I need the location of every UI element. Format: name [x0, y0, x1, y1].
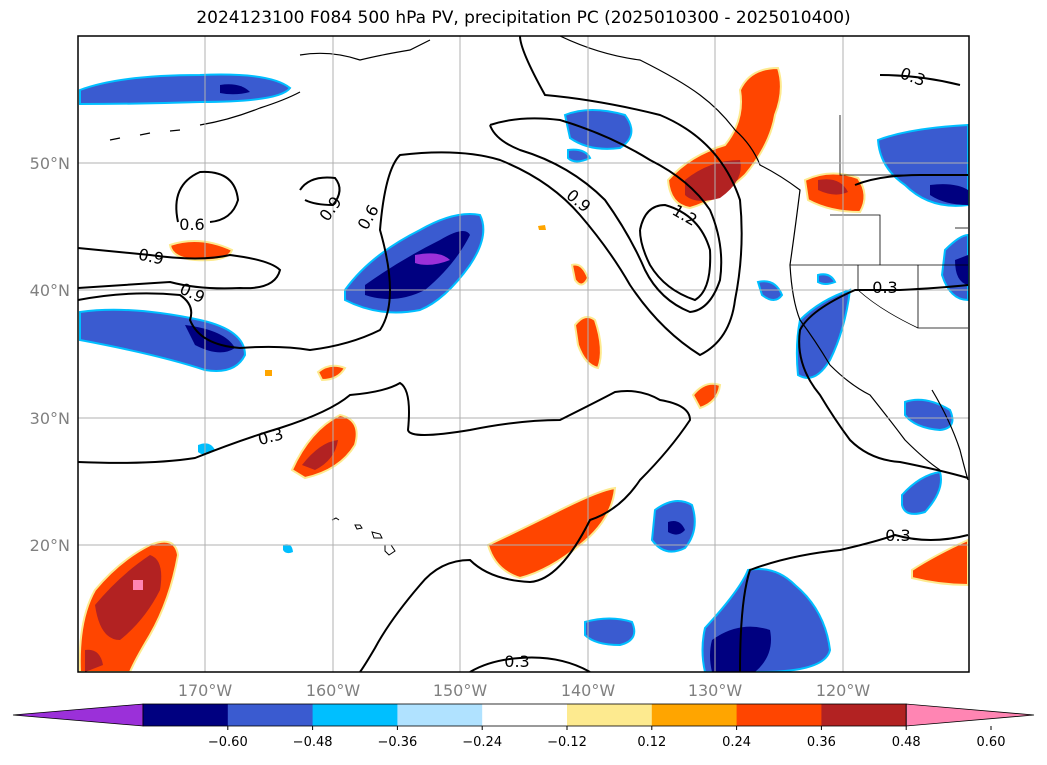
contour-label: 0.6 — [179, 215, 204, 234]
colorbar-segment — [227, 704, 314, 726]
lat-label: 30°N — [30, 409, 70, 428]
colorbar-tick-label: 0.48 — [892, 735, 921, 750]
colorbar-outline — [142, 703, 907, 727]
coastlines — [109, 36, 969, 481]
pv-contours — [78, 36, 969, 672]
lat-label: 20°N — [30, 536, 70, 555]
colorbar-segment — [143, 704, 229, 726]
colorbar-segment — [567, 704, 653, 726]
boundaries — [790, 115, 968, 329]
colorbar-tick-label: −0.60 — [208, 735, 248, 750]
contour-label: 0.9 — [137, 245, 166, 269]
colorbar-tick-label: −0.48 — [293, 735, 333, 750]
colorbar-tick-label: 0.24 — [722, 735, 751, 750]
colorbar-segment — [482, 704, 568, 726]
colorbar-segment — [821, 704, 907, 726]
lat-label: 40°N — [30, 281, 70, 300]
colorbar-extend-right — [905, 703, 1035, 727]
longitude-labels: 170°W 160°W 150°W 140°W 130°W 120°W — [178, 681, 871, 700]
lon-label: 150°W — [433, 681, 488, 700]
colorbar-tick-label: 0.60 — [977, 735, 1006, 750]
lon-label: 140°W — [561, 681, 616, 700]
colorbar-tick-label: −0.24 — [462, 735, 502, 750]
contour-label: 0.3 — [885, 526, 910, 545]
colorbar: −0.60 −0.48 −0.36 −0.24 −0.12 0.12 0.24 0.36 0.4… — [12, 703, 1035, 750]
lon-label: 130°W — [688, 681, 743, 700]
precip-negative-areas — [79, 73, 969, 672]
lon-label: 120°W — [816, 681, 871, 700]
colorbar-extend-left — [12, 703, 144, 727]
colorbar-tick-label: 0.36 — [807, 735, 836, 750]
islands — [331, 517, 396, 556]
contour-label: 0.3 — [872, 278, 897, 297]
colorbar-segment — [736, 704, 822, 726]
latitude-labels: 50°N 40°N 30°N 20°N — [30, 154, 70, 555]
colorbar-tick-label: −0.36 — [377, 735, 417, 750]
map-title: 2024123100 F084 500 hPa PV, precipitatio… — [196, 8, 851, 28]
lon-label: 170°W — [178, 681, 233, 700]
colorbar-segment — [312, 704, 398, 726]
colorbar-tick-label: 0.12 — [637, 735, 666, 750]
contour-label: 0.3 — [504, 652, 529, 671]
lon-label: 160°W — [306, 681, 361, 700]
colorbar-segment — [397, 704, 483, 726]
map-frame — [77, 35, 970, 673]
lat-label: 50°N — [30, 154, 70, 173]
gridlines — [78, 36, 969, 672]
colorbar-tick-label: −0.12 — [547, 735, 587, 750]
colorbar-segment — [651, 704, 738, 726]
